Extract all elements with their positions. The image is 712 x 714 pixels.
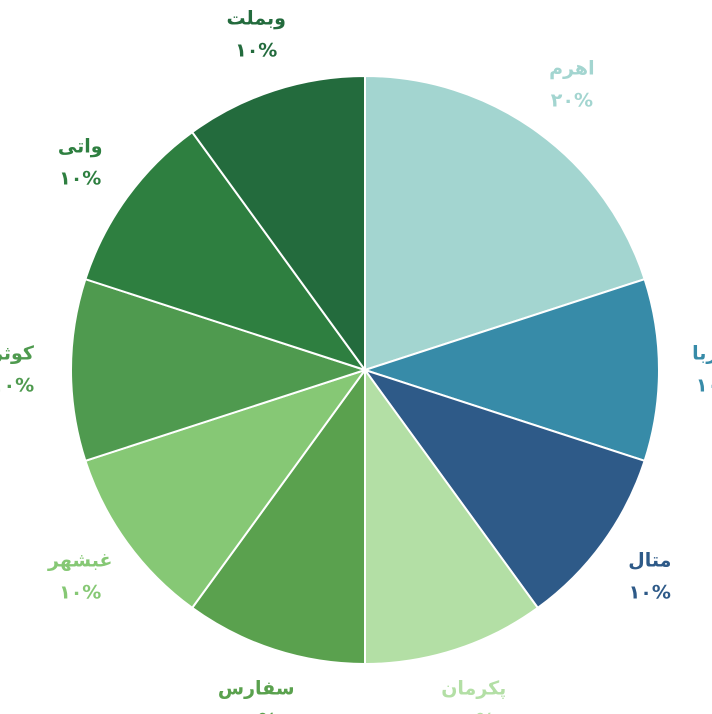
pie-slice (190, 74, 366, 374)
slice-label: کهربا (692, 343, 712, 365)
pie-slice (364, 366, 540, 666)
slice-label: غبشهر (47, 549, 112, 571)
pie-slice (84, 368, 368, 610)
slice-label: وبملت (226, 8, 286, 30)
slice-label: سفارس (218, 677, 295, 699)
pie-slice (362, 368, 646, 610)
slice-label: اهرم (549, 58, 594, 80)
slice-label: متال (628, 549, 671, 571)
slice-label: کوثر (0, 343, 35, 365)
pie-slice (70, 277, 369, 463)
slice-value: ۲۰% (551, 90, 593, 112)
pie-slice (364, 74, 646, 372)
slice-value: ۱۰% (235, 40, 277, 62)
slice-value: ۱۰% (629, 581, 671, 603)
pie-slice (190, 366, 366, 666)
slice-value: ۱۰% (59, 581, 101, 603)
slice-value: ۱۰% (453, 709, 495, 714)
slice-label: پکرمان (441, 677, 506, 699)
pie-slice (84, 130, 368, 372)
slice-value: ۱۰% (59, 168, 101, 190)
slice-value: ۱۰% (0, 375, 34, 397)
slice-value: ۱۰% (235, 709, 277, 714)
slice-value: ۱۰% (696, 375, 712, 397)
slice-label: واتی (58, 136, 103, 158)
pie-slice (361, 277, 660, 463)
